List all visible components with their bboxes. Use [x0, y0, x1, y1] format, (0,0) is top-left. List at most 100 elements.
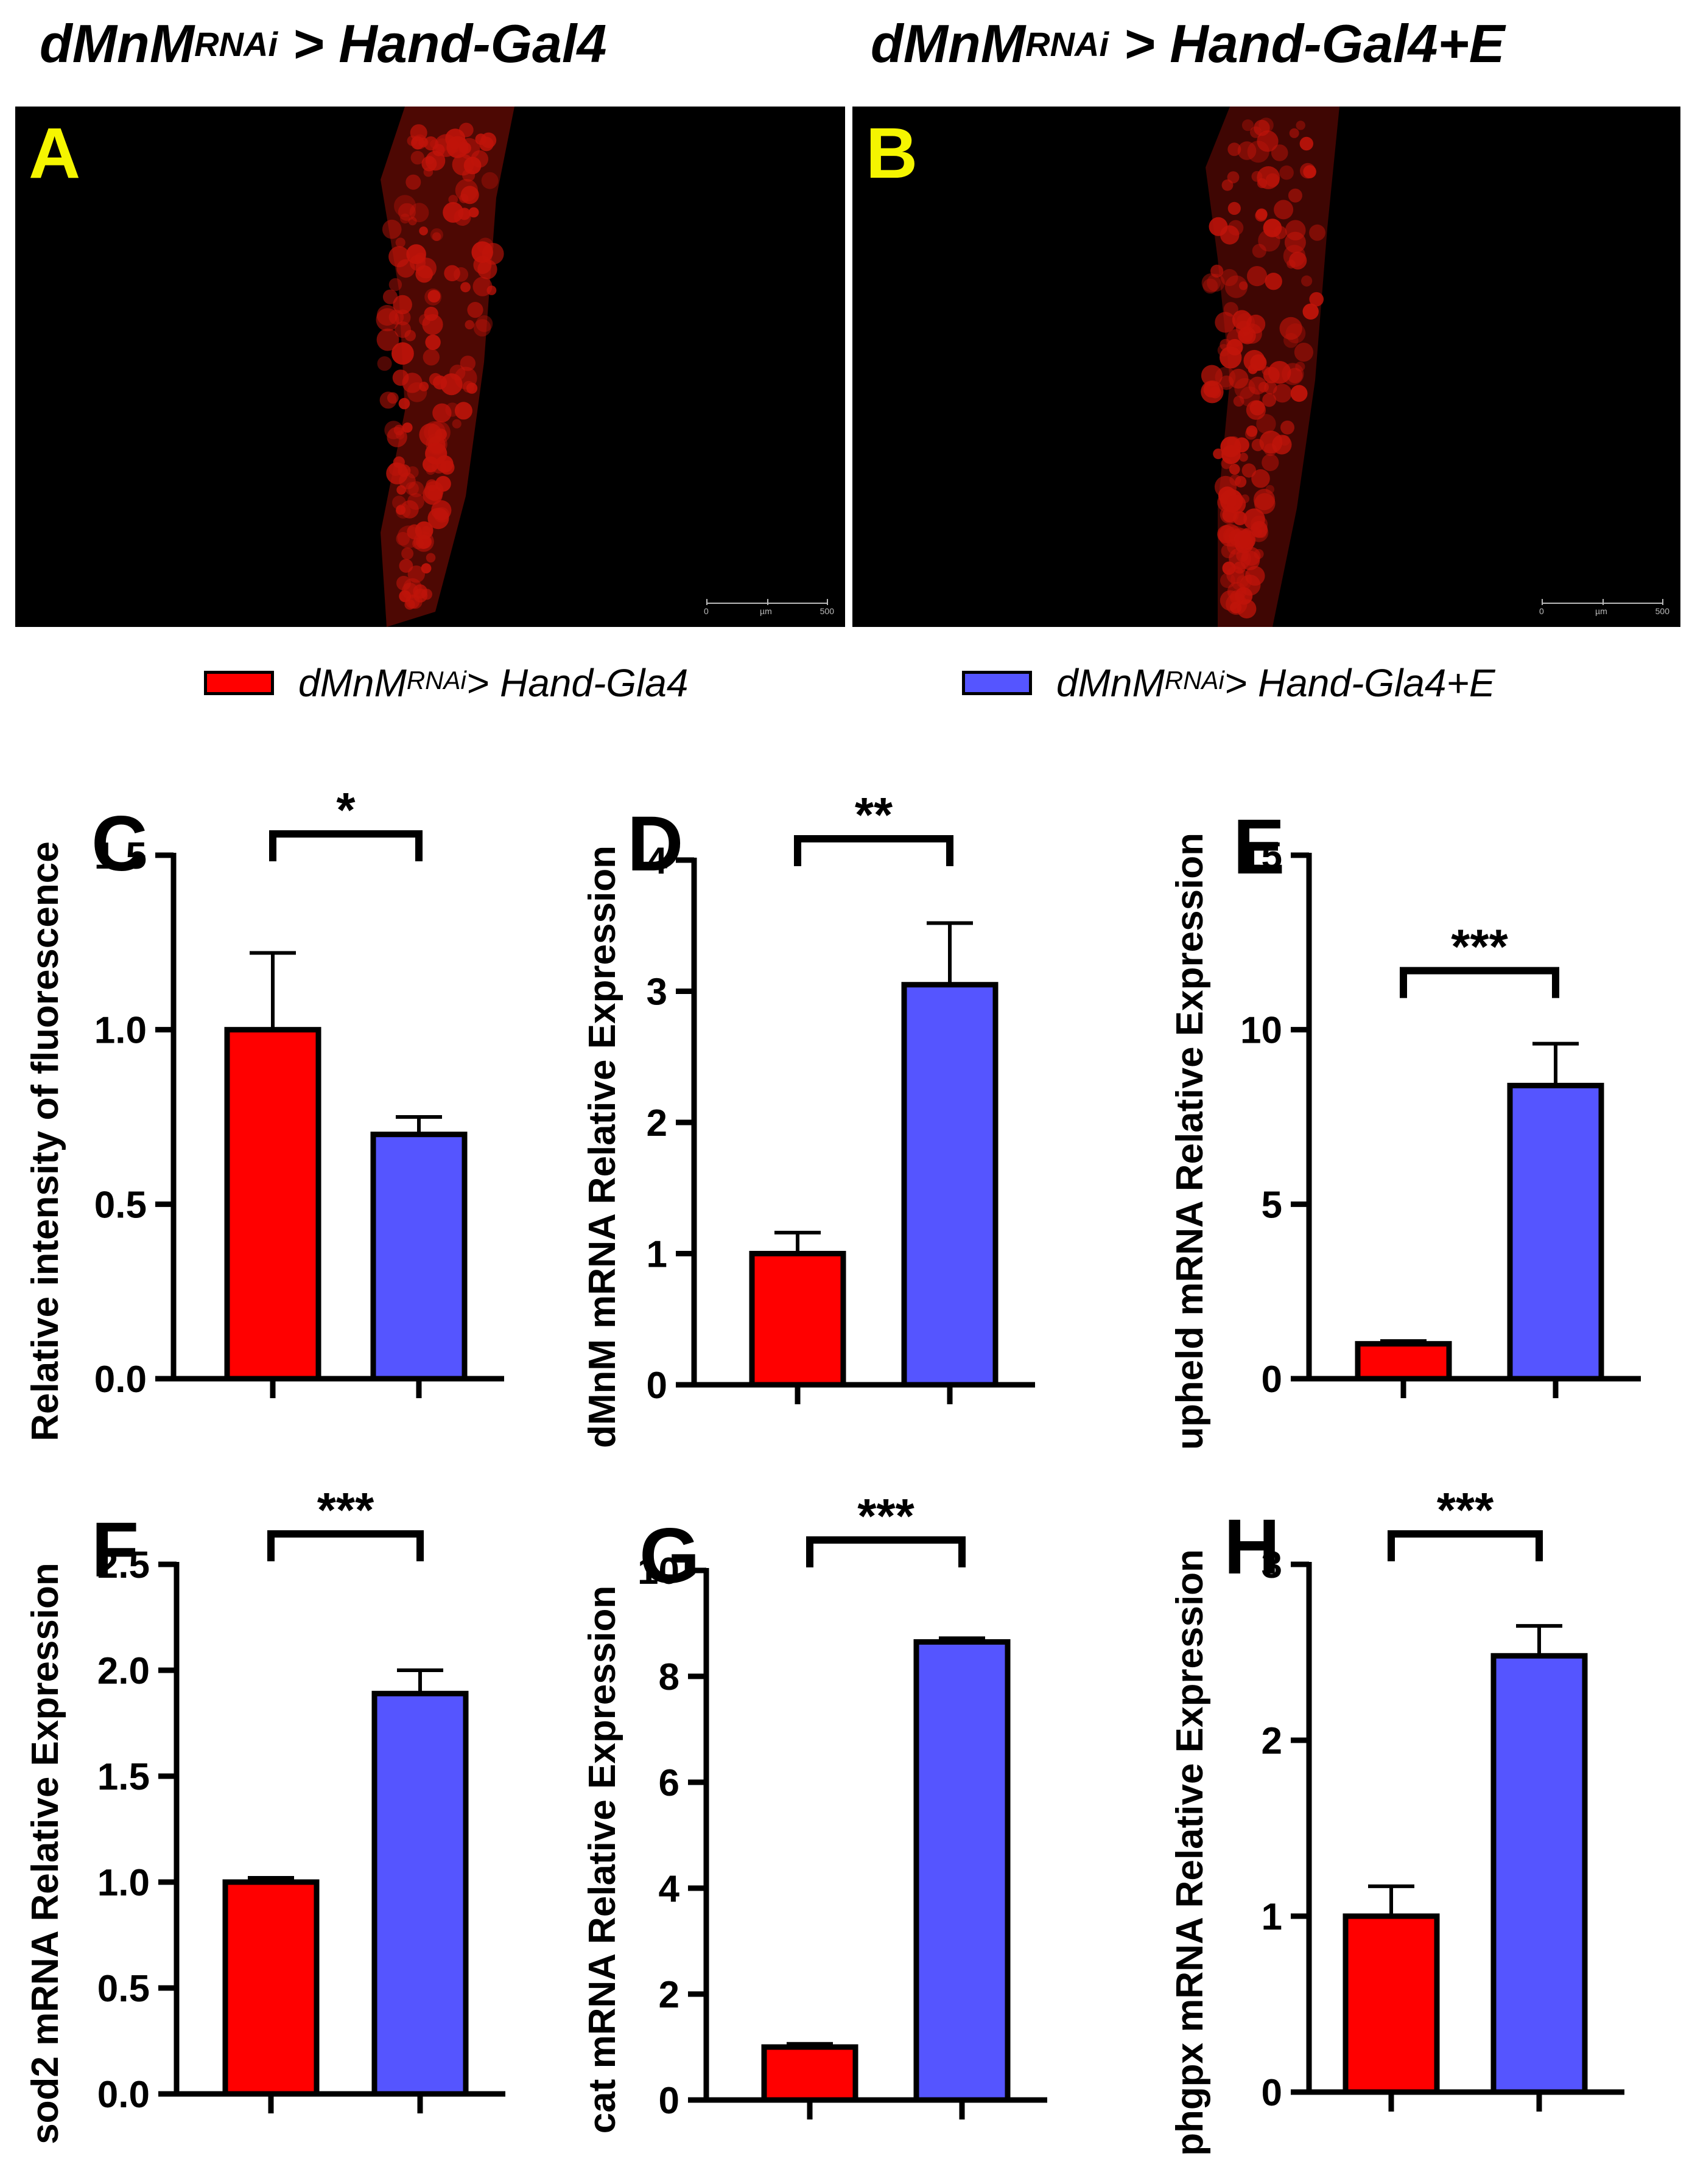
fluorescent-cell: [1245, 565, 1265, 586]
fluorescent-cell: [460, 282, 471, 293]
fluorescent-cell: [1258, 117, 1274, 133]
legend-swatch-control: [204, 671, 274, 695]
y-tick-label: 1.5: [97, 1756, 150, 1798]
fluorescent-cell: [1220, 346, 1242, 369]
fluorescent-cell: [1229, 464, 1240, 475]
fluorescent-cell: [1230, 569, 1252, 591]
fluorescent-cell: [407, 492, 424, 510]
fluorescent-cell: [1221, 445, 1241, 464]
fluorescent-cell: [401, 547, 414, 560]
y-tick-label: 3: [1262, 1544, 1282, 1586]
fluorescent-cell: [448, 195, 458, 205]
y-tick-label: 0: [659, 2080, 679, 2122]
fluorescent-cell: [1288, 188, 1302, 203]
fluorescent-cell: [393, 295, 412, 315]
panel-letter: D: [627, 800, 683, 887]
fluorescent-cell: [1271, 144, 1288, 161]
fluorescent-cell: [472, 276, 493, 296]
fluorescent-cell: [410, 124, 427, 142]
fluorescent-cell: [1309, 292, 1324, 307]
fluorescent-cell: [398, 203, 416, 221]
fluorescent-cell: [421, 156, 437, 172]
fluorescent-cell: [466, 382, 478, 394]
bar-control: [224, 1027, 321, 1382]
fluorescent-cell: [432, 403, 452, 423]
title-b-main: dMnM: [871, 13, 1026, 74]
fluorescent-cell: [433, 375, 448, 390]
legend-treated-sup: RNAi: [1164, 666, 1224, 695]
fluorescent-cell: [1227, 142, 1241, 156]
fluorescent-cell: [402, 422, 413, 433]
fluorescent-cell: [425, 334, 441, 350]
fluorescent-cell: [1226, 566, 1244, 584]
title-panel-a: dMnMRNAi > Hand-Gal4: [40, 17, 606, 71]
fluorescent-cell: [406, 466, 419, 478]
scale-a-start: 0: [704, 606, 709, 616]
fluorescent-cell: [1262, 453, 1279, 472]
panel-label-a: A: [29, 113, 81, 194]
fluorescent-cell: [421, 589, 433, 600]
y-tick-label: 2: [1262, 1720, 1282, 1762]
bar-treated: [371, 1690, 469, 2097]
fluorescent-cell: [1265, 273, 1282, 290]
y-axis-label: Relative intensity of fluorescence: [24, 841, 66, 1441]
fluorescent-cell: [1274, 200, 1294, 220]
panel-letter: F: [91, 1507, 139, 1594]
fluorescent-cell: [467, 302, 483, 318]
y-axis-label: cat mRNA Relative Expression: [581, 1586, 623, 2133]
y-tick-label: 1.0: [94, 1010, 147, 1052]
y-tick-label: 2: [659, 1974, 679, 2016]
fluorescent-cell: [1239, 533, 1255, 548]
fluorescent-cell: [402, 373, 423, 393]
significance-bracket: [806, 1536, 966, 1567]
y-tick-label: 8: [659, 1656, 679, 1698]
fluorescent-cell: [387, 427, 407, 447]
title-a-sup: RNAi: [194, 25, 278, 63]
y-tick-label: 0.0: [94, 1359, 147, 1401]
y-tick-label: 15: [1240, 835, 1282, 877]
fluorescent-cell: [424, 481, 444, 501]
y-axis-label: upheld mRNA Relative Expression: [1169, 833, 1211, 1450]
fluorescent-cell: [1309, 224, 1325, 241]
fluorescent-cell: [1235, 475, 1247, 488]
fluorescent-cell: [377, 356, 392, 371]
fluorescent-cell: [394, 195, 416, 217]
fluorescent-cell: [1290, 385, 1308, 402]
fluorescent-cell: [1237, 599, 1257, 618]
fluorescent-cell: [455, 179, 479, 202]
significance-stars: ***: [1437, 1483, 1494, 1537]
y-tick-label: 6: [659, 1762, 679, 1804]
fluorescent-cell: [1279, 165, 1294, 180]
bar-control: [222, 1879, 320, 2097]
fluorescent-cell: [1201, 365, 1223, 387]
panel-letter: C: [91, 800, 147, 887]
bar-treated: [370, 1132, 468, 1382]
fluorescent-cell: [1220, 590, 1241, 611]
panel-letter: E: [1233, 803, 1285, 891]
fluorescent-cell: [1227, 171, 1240, 184]
fluorescent-cell: [1227, 201, 1241, 215]
panel-letter: G: [639, 1513, 700, 1600]
significance-stars: *: [336, 783, 356, 837]
fluorescent-cell: [376, 328, 399, 351]
y-tick-label: 1.5: [94, 835, 147, 877]
fluorescent-cell: [1300, 163, 1316, 179]
fluorescent-cell: [1201, 273, 1221, 293]
fluorescent-cell: [418, 534, 432, 549]
fluorescent-cell: [1241, 119, 1254, 131]
y-tick-label: 0: [647, 1365, 667, 1407]
fluorescent-cell: [1256, 414, 1276, 434]
y-tick-label: 2: [647, 1102, 667, 1144]
fluorescent-cell: [1214, 475, 1237, 498]
y-tick-label: 10: [1240, 1010, 1282, 1052]
fluorescent-cell: [399, 590, 412, 603]
fluorescent-cell: [391, 342, 414, 365]
fluorescent-cell: [1263, 366, 1280, 383]
significance-bracket: [1400, 967, 1559, 998]
fluorescent-cell: [1252, 243, 1266, 258]
micrograph-panel-b: B 0 µm 500: [852, 107, 1680, 627]
fluorescent-cell: [382, 219, 402, 239]
fluorescent-cell: [1243, 508, 1265, 530]
significance-bracket: [269, 830, 423, 861]
